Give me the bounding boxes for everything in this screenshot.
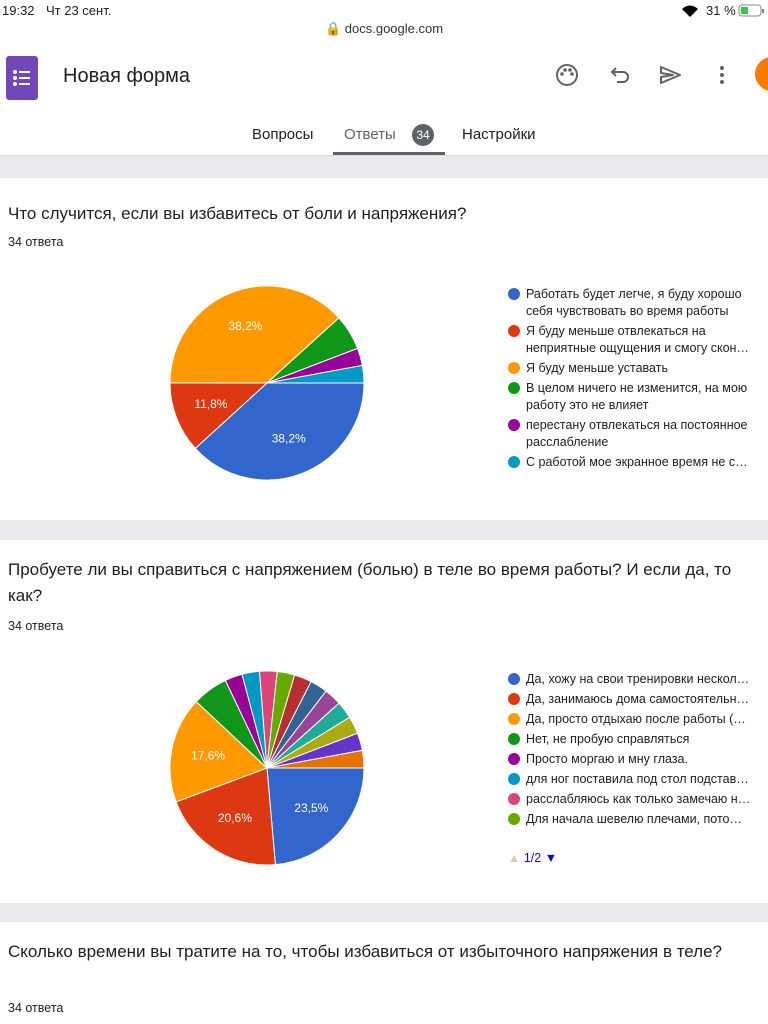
- legend-label: С работой мое экранное время не с…: [526, 455, 748, 469]
- pie-chart: 38,2% 11,8% 38,2%: [169, 285, 365, 481]
- responses-badge: 34: [412, 124, 434, 146]
- legend-item: Нет, не пробую справляться: [508, 731, 760, 748]
- pie-slice: [169, 382, 269, 450]
- question-title: Пробуете ли вы справиться с напряжением …: [8, 560, 732, 605]
- legend-item: Я буду меньше уставать: [508, 360, 760, 377]
- slice-label: 17,6%: [191, 748, 225, 762]
- pie-slice: [169, 700, 268, 803]
- slice-label: 38,2%: [272, 431, 306, 445]
- legend-label: Я буду меньше уставать: [526, 361, 668, 375]
- tab-underline: [333, 152, 445, 155]
- pie-chart: 23,5% 20,6% 17,6%: [169, 670, 365, 866]
- next-page[interactable]: ▼: [544, 851, 558, 865]
- legend-item: С работой мое экранное время не с…: [508, 454, 760, 471]
- undo-icon[interactable]: [608, 62, 634, 88]
- legend-item: Я буду меньше отвлекаться на неприятные …: [508, 323, 760, 357]
- legend-pager: ▲ 1/2 ▼: [508, 851, 557, 865]
- legend-item: Работать будет легче, я буду хорошо себя…: [508, 286, 760, 320]
- legend-label: Для начала шевелю плечами, пото…: [526, 812, 742, 826]
- legend-swatch: [508, 753, 520, 765]
- question-title: Сколько времени вы тратите на то, чтобы …: [8, 942, 723, 961]
- legend-swatch: [508, 325, 520, 337]
- wifi-icon: [682, 5, 698, 17]
- response-count: 34 ответа: [8, 235, 64, 249]
- legend-swatch: [508, 456, 520, 468]
- legend-label: Да, занимаюсь дома самостоятельн…: [526, 692, 749, 706]
- legend-swatch: [508, 673, 520, 685]
- battery: 31 %: [706, 3, 736, 18]
- legend-item: Просто моргаю и мну глаза.: [508, 751, 760, 768]
- legend-swatch: [508, 382, 520, 394]
- pie-slice: [194, 382, 365, 481]
- legend-label: Просто моргаю и мну глаза.: [526, 752, 688, 766]
- legend-item: Да, просто отдыхаю после работы (…: [508, 711, 760, 728]
- legend-item: расслабляюсь как только замечаю н…: [508, 791, 760, 808]
- legend-swatch: [508, 733, 520, 745]
- header: Новая форма Вопросы Ответы 34 Настройки: [0, 40, 768, 156]
- avatar[interactable]: [754, 56, 768, 92]
- response-count: 34 ответа: [8, 1001, 64, 1015]
- legend-label: перестану отвлекаться на постоянное расс…: [526, 418, 748, 449]
- separator: [0, 903, 768, 922]
- prev-page[interactable]: ▲: [508, 851, 521, 865]
- question-card: Что случится, если вы избавитесь от боли…: [0, 178, 768, 520]
- legend-label: для ног поставила под стол подстав…: [526, 772, 749, 786]
- legend-swatch: [508, 693, 520, 705]
- legend-label: Да, просто отдыхаю после работы (…: [526, 712, 746, 726]
- legend-item: Для начала шевелю плечами, пото…: [508, 811, 760, 828]
- separator: [0, 520, 768, 540]
- legend-label: расслабляюсь как только замечаю н…: [526, 792, 751, 806]
- legend-item: перестану отвлекаться на постоянное расс…: [508, 417, 760, 451]
- slice-label: 38,2%: [228, 319, 262, 333]
- response-count: 34 ответа: [8, 619, 64, 633]
- slice-label: 20,6%: [218, 811, 252, 825]
- pie-slice: [266, 767, 365, 866]
- pie-slice: [169, 285, 340, 384]
- slice-label: 11,8%: [194, 397, 227, 411]
- send-icon[interactable]: [658, 62, 684, 88]
- palette-icon[interactable]: [554, 62, 580, 88]
- legend-label: Нет, не пробую справляться: [526, 732, 690, 746]
- legend-item: Да, хожу на свои тренировки нескол…: [508, 671, 760, 688]
- question-card: Сколько времени вы тратите на то, чтобы …: [0, 922, 768, 1024]
- pie-slice: [266, 749, 365, 769]
- legend-swatch: [508, 773, 520, 785]
- legend-item: для ног поставила под стол подстав…: [508, 771, 760, 788]
- url: 🔒 docs.google.com: [324, 21, 444, 36]
- legend-swatch: [508, 713, 520, 725]
- separator: [0, 156, 768, 178]
- legend-item: Да, занимаюсь дома самостоятельн…: [508, 691, 760, 708]
- legend-swatch: [508, 419, 520, 431]
- legend-label: Работать будет легче, я буду хорошо себя…: [526, 287, 742, 318]
- url-text: docs.google.com: [344, 21, 444, 36]
- legend: Да, хожу на свои тренировки нескол… Да, з…: [508, 671, 760, 831]
- legend-swatch: [508, 362, 520, 374]
- time: 19:32: [2, 3, 35, 18]
- form-title[interactable]: Новая форма: [63, 65, 191, 87]
- pie-slice: [266, 364, 365, 384]
- battery-icon: [738, 4, 764, 17]
- legend: Работать будет легче, я буду хорошо себя…: [508, 286, 760, 474]
- tab-responses[interactable]: Ответы: [344, 126, 396, 143]
- page-indicator: 1/2: [523, 851, 542, 865]
- question-title: Что случится, если вы избавитесь от боли…: [8, 204, 467, 223]
- legend-label: В целом ничего не изменится, на мою рабо…: [526, 381, 748, 412]
- forms-logo[interactable]: [6, 56, 38, 100]
- legend-label: Я буду меньше отвлекаться на неприятные …: [526, 324, 749, 355]
- slice-label: 23,5%: [294, 801, 328, 815]
- legend-item: В целом ничего не изменится, на мою рабо…: [508, 380, 760, 414]
- more-icon[interactable]: [712, 62, 732, 88]
- pie-slice: [175, 767, 276, 866]
- legend-label: Да, хожу на свои тренировки нескол…: [526, 672, 750, 686]
- legend-swatch: [508, 793, 520, 805]
- date: Чт 23 сент.: [46, 3, 112, 18]
- tab-settings[interactable]: Настройки: [462, 126, 536, 143]
- tab-questions[interactable]: Вопросы: [252, 126, 314, 143]
- legend-swatch: [508, 813, 520, 825]
- question-card: Пробуете ли вы справиться с напряжением …: [0, 540, 768, 903]
- status-bar: 19:32 Чт 23 сент. 🔒 docs.google.com 31 %: [0, 0, 768, 40]
- legend-swatch: [508, 288, 520, 300]
